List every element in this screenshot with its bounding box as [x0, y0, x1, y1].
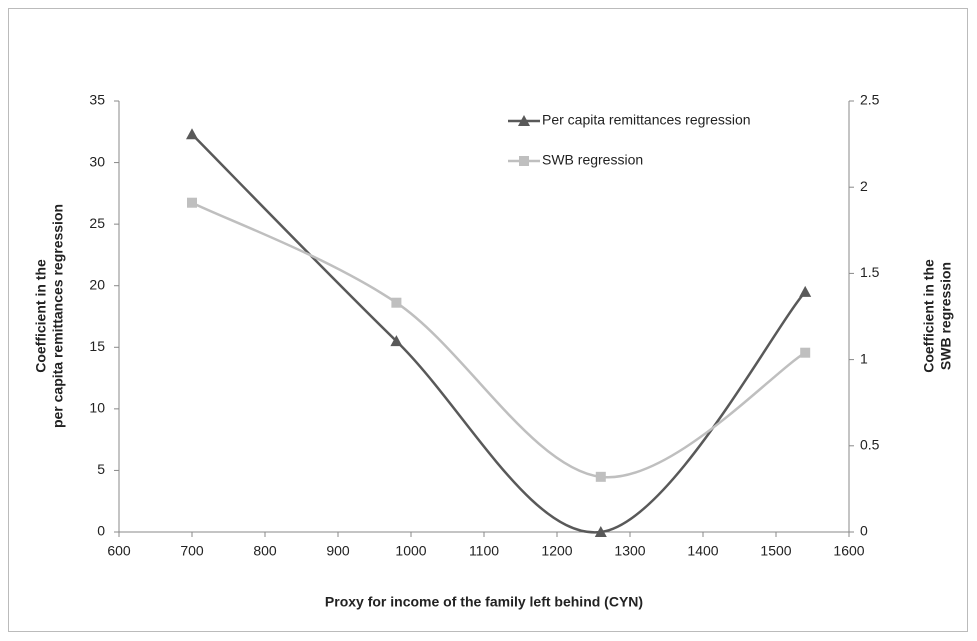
y-axis-title: Coefficient in the: [33, 259, 49, 373]
x-tick-label: 700: [180, 543, 204, 559]
y2-tick-label: 1.5: [860, 264, 880, 280]
x-tick-label: 1000: [395, 543, 426, 559]
y-tick-label: 5: [97, 461, 105, 477]
y2-tick-label: 1: [860, 350, 868, 366]
series-line: [191, 133, 807, 534]
data-point: [800, 347, 811, 358]
y-tick-label: 35: [89, 92, 105, 108]
data-point: [186, 128, 198, 140]
x-axis-title: Proxy for income of the family left behi…: [325, 594, 643, 610]
x-tick-label: 800: [253, 543, 277, 559]
x-tick-label: 1500: [760, 543, 791, 559]
x-tick-label: 1400: [687, 543, 718, 559]
x-tick-label: 1600: [833, 543, 864, 559]
series-line: [191, 201, 806, 479]
legend-label: SWB regression: [542, 152, 643, 168]
data-point: [187, 197, 197, 208]
data-point: [595, 471, 606, 482]
y-tick-label: 15: [89, 338, 105, 354]
x-tick-label: 900: [326, 543, 350, 559]
y2-tick-label: 2.5: [860, 92, 880, 108]
y-axis-title: per capita remittances regression: [50, 204, 66, 428]
legend-marker: [518, 115, 530, 126]
y-tick-label: 0: [97, 523, 105, 539]
data-point: [799, 285, 812, 297]
y2-tick-label: 0.5: [860, 437, 880, 453]
x-tick-label: 1300: [614, 543, 645, 559]
y2-axis-title: Coefficient in the: [921, 259, 937, 373]
y-tick-label: 25: [89, 215, 105, 231]
y2-tick-label: 0: [860, 523, 868, 539]
y-tick-label: 30: [89, 153, 105, 169]
y-tick-label: 20: [89, 276, 105, 292]
chart-border: [8, 8, 968, 632]
data-point: [594, 526, 607, 537]
y-tick-label: 10: [89, 400, 105, 416]
x-tick-label: 600: [107, 543, 131, 559]
y2-tick-label: 2: [860, 178, 868, 194]
legend-marker: [519, 156, 529, 166]
data-point: [390, 335, 403, 347]
x-tick-label: 1200: [541, 543, 572, 559]
legend-label: Per capita remittances regression: [542, 112, 751, 128]
y2-axis-title: SWB regression: [938, 262, 954, 370]
data-point: [391, 297, 402, 308]
x-tick-label: 1100: [469, 543, 499, 559]
